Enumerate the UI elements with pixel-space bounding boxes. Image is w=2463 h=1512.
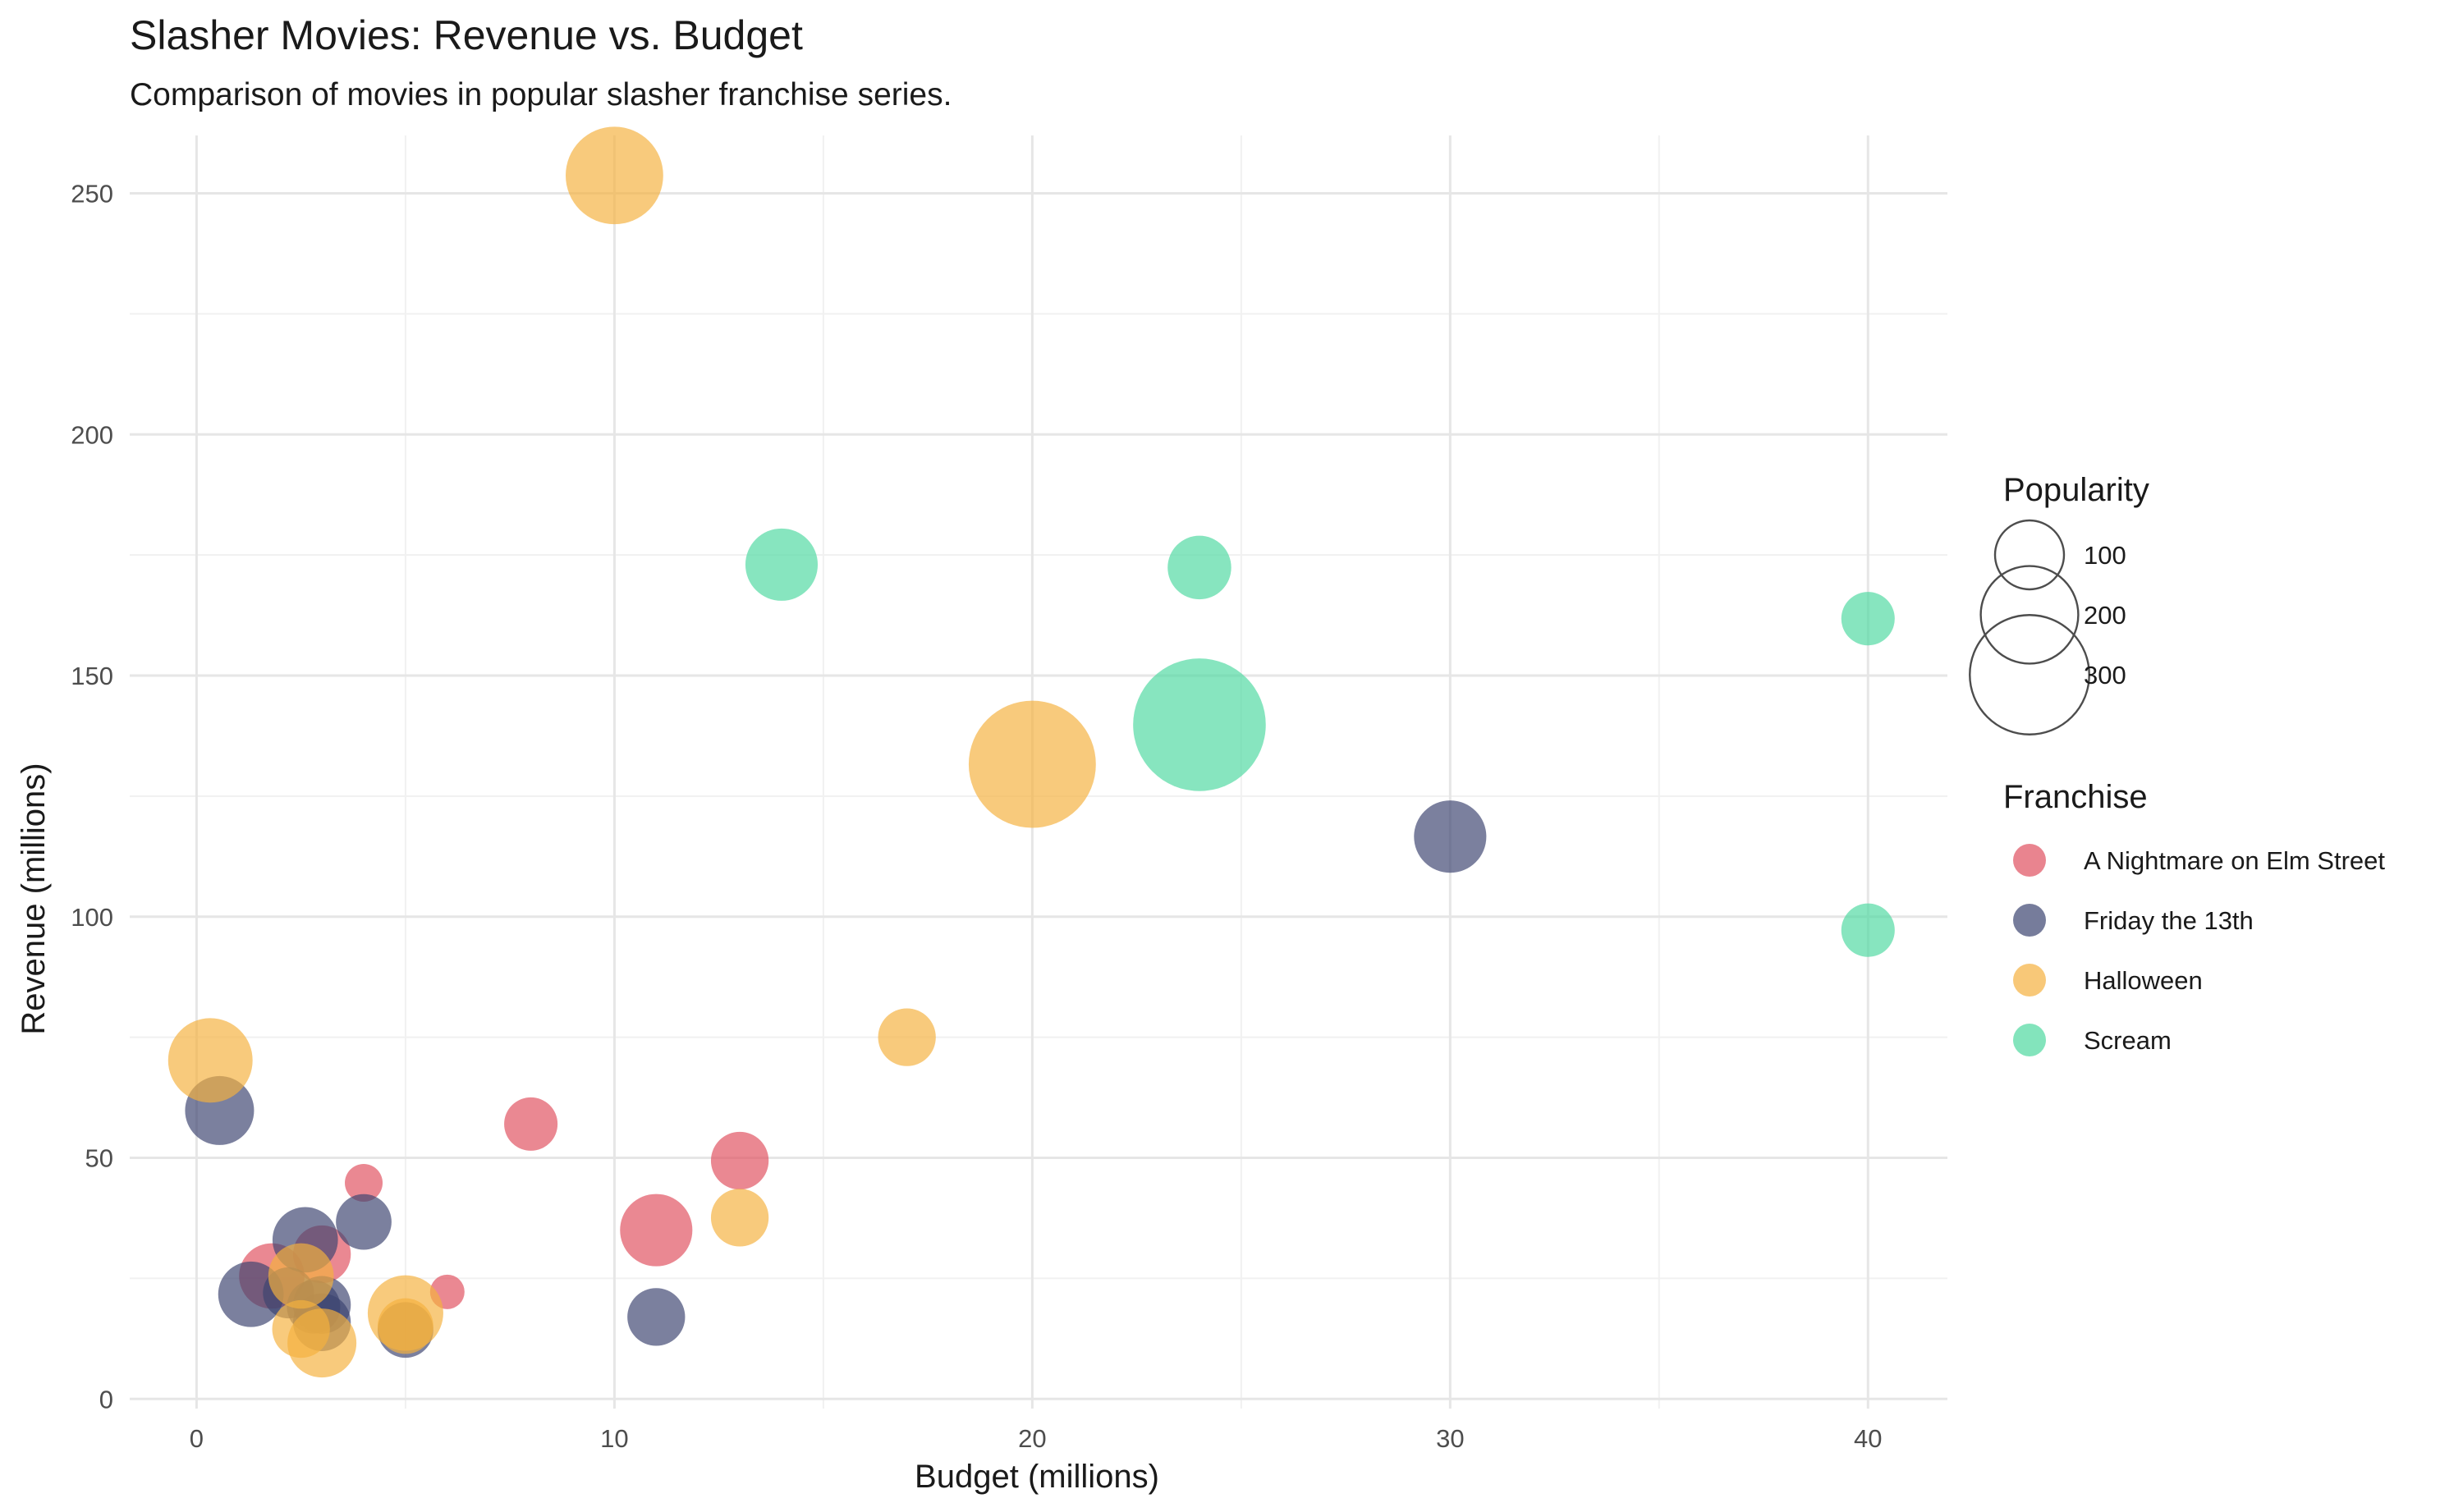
data-points	[167, 126, 1895, 1378]
y-axis-title: Revenue (millions)	[16, 763, 52, 1034]
data-point	[620, 1194, 693, 1267]
data-point	[745, 528, 819, 601]
data-point	[167, 1018, 253, 1103]
data-point	[710, 1189, 769, 1247]
color-legend-key	[2013, 904, 2046, 937]
data-point	[378, 1298, 433, 1354]
y-tick-label: 150	[71, 662, 113, 690]
color-legend-label: Friday the 13th	[2084, 906, 2254, 935]
x-axis-title: Budget (millions)	[915, 1459, 1159, 1495]
legend: Popularity 100 200 300 Franchise A Nightma…	[1969, 472, 2385, 1056]
x-tick-label: 20	[1018, 1424, 1046, 1453]
data-point	[1841, 592, 1895, 646]
y-tick-label: 50	[85, 1144, 113, 1173]
size-legend-key	[1979, 565, 2080, 665]
color-legend-label: A Nightmare on Elm Street	[2084, 846, 2385, 875]
data-point	[627, 1288, 686, 1346]
data-point	[968, 700, 1096, 828]
color-legend-key	[2013, 964, 2046, 997]
chart-subtitle: Comparison of movies in popular slasher …	[130, 77, 952, 112]
data-point	[566, 126, 663, 225]
grid-lines	[130, 135, 1947, 1409]
size-legend-items: 100 200 300	[1969, 519, 2126, 735]
axis-ticks: 0 10 20 30 40 0 50 100 150 200 250	[71, 180, 1882, 1454]
data-point	[710, 1131, 769, 1190]
color-legend-items: A Nightmare on Elm Street Friday the 13th…	[2013, 844, 2385, 1056]
data-point	[345, 1164, 383, 1203]
size-legend-title: Popularity	[2003, 472, 2149, 508]
size-legend-label: 200	[2084, 601, 2126, 630]
series-3	[745, 528, 1895, 957]
x-tick-label: 0	[190, 1424, 204, 1453]
y-tick-label: 200	[71, 420, 113, 449]
series-2	[167, 126, 1096, 1378]
data-point	[218, 1261, 284, 1327]
color-legend-key	[2013, 1024, 2046, 1056]
data-point	[1414, 800, 1487, 873]
data-point	[287, 1308, 357, 1378]
chart-title: Slasher Movies: Revenue vs. Budget	[130, 12, 803, 58]
color-legend-label: Halloween	[2084, 966, 2203, 995]
size-legend-key	[1993, 519, 2066, 591]
x-tick-label: 40	[1854, 1424, 1882, 1453]
y-tick-label: 100	[71, 903, 113, 932]
color-legend-key	[2013, 844, 2046, 877]
y-tick-label: 250	[71, 180, 113, 208]
size-legend-label: 300	[2084, 661, 2126, 690]
data-point	[1841, 903, 1895, 957]
data-point	[504, 1097, 558, 1151]
x-tick-label: 30	[1436, 1424, 1464, 1453]
color-legend-title: Franchise	[2003, 779, 2148, 815]
data-point	[878, 1008, 936, 1066]
x-tick-label: 10	[600, 1424, 628, 1453]
data-point	[336, 1194, 392, 1250]
data-point	[1133, 658, 1266, 791]
size-legend-key	[1969, 614, 2090, 735]
data-point	[1167, 535, 1232, 600]
series-1	[185, 800, 1487, 1359]
y-tick-label: 0	[99, 1385, 113, 1413]
color-legend-label: Scream	[2084, 1026, 2172, 1055]
size-legend-label: 100	[2084, 541, 2126, 570]
data-point	[268, 1243, 334, 1309]
